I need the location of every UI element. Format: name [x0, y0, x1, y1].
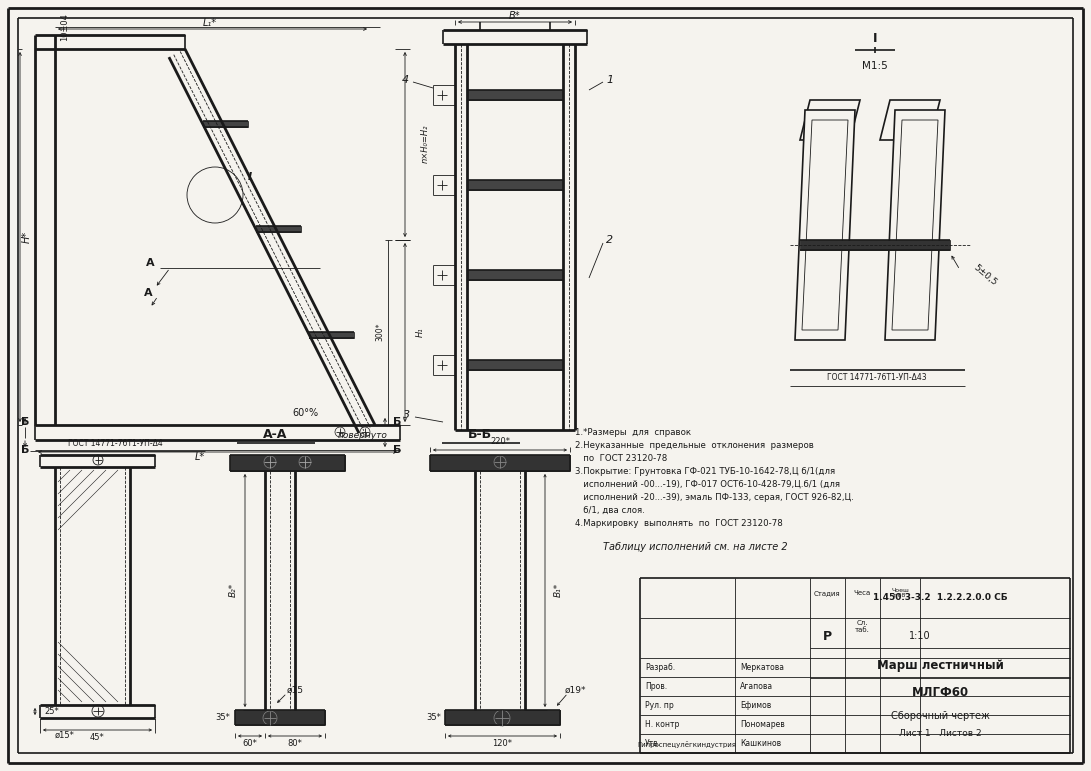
Polygon shape: [467, 180, 563, 190]
Polygon shape: [256, 227, 301, 233]
Text: 3: 3: [404, 410, 410, 420]
Text: I: I: [248, 172, 252, 182]
Text: Чоеш
т.08: Чоеш т.08: [891, 588, 909, 598]
Polygon shape: [230, 455, 345, 471]
Text: Н. контр: Н. контр: [645, 720, 680, 729]
Polygon shape: [430, 455, 570, 471]
Polygon shape: [467, 90, 563, 100]
Text: A: A: [144, 288, 153, 298]
Text: М1:5: М1:5: [862, 61, 888, 71]
Text: исполнений -00...-19), ГФ-017 ОСТ6-10-428-79,Ц.б/1 (для: исполнений -00...-19), ГФ-017 ОСТ6-10-42…: [575, 480, 840, 489]
Text: Б: Б: [393, 445, 401, 455]
Polygon shape: [467, 360, 563, 370]
Text: 120*: 120*: [492, 739, 512, 749]
Text: L₁*: L₁*: [203, 18, 217, 28]
Text: 5±0,5: 5±0,5: [972, 263, 998, 288]
Text: H*: H*: [22, 231, 32, 243]
Polygon shape: [800, 100, 860, 140]
Text: Лист 1   Листов 2: Лист 1 Листов 2: [899, 729, 981, 738]
Text: исполнений -20...-39), эмаль ПФ-133, серая, ГОСТ 926-82,Ц.: исполнений -20...-39), эмаль ПФ-133, сер…: [575, 493, 854, 502]
Text: 60*: 60*: [242, 739, 257, 749]
Text: Пономарев: Пономарев: [740, 720, 784, 729]
Text: Таблицу исполнений см. на листе 2: Таблицу исполнений см. на листе 2: [602, 542, 788, 552]
Text: 1: 1: [607, 75, 613, 85]
Polygon shape: [445, 710, 560, 725]
Text: Сборочный чертеж: Сборочный чертеж: [890, 711, 990, 721]
Text: Марш лестничный: Марш лестничный: [876, 659, 1004, 672]
Polygon shape: [203, 121, 248, 127]
Text: МЛГФ60: МЛГФ60: [911, 686, 969, 699]
Text: Б-Б: Б-Б: [468, 429, 492, 442]
Text: 25*: 25*: [44, 706, 59, 715]
Text: 300*: 300*: [375, 323, 384, 342]
Text: Сл.: Сл.: [856, 620, 867, 626]
Text: 80*: 80*: [288, 739, 302, 749]
Polygon shape: [795, 110, 855, 340]
Text: A: A: [146, 258, 154, 268]
Text: ГОСТ 14771-76Т1-УП-Δ43: ГОСТ 14771-76Т1-УП-Δ43: [827, 373, 927, 382]
Text: ø15*: ø15*: [55, 730, 75, 739]
Text: Меркатова: Меркатова: [740, 663, 784, 672]
Text: ГОСТ 14771-76Т1-УП-Δ4: ГОСТ 14771-76Т1-УП-Δ4: [68, 439, 163, 447]
Text: A-A: A-A: [263, 429, 287, 442]
Text: Б: Б: [21, 417, 29, 427]
Text: 60°%: 60°%: [292, 408, 319, 418]
Polygon shape: [885, 110, 945, 340]
Text: n×H₀=H₂: n×H₀=H₂: [420, 125, 430, 163]
Text: B*: B*: [509, 11, 520, 21]
Text: Б: Б: [393, 417, 401, 427]
Text: B₁*: B₁*: [553, 583, 563, 597]
Text: Кашкинов: Кашкинов: [740, 739, 781, 748]
Polygon shape: [235, 710, 325, 725]
Text: Ефимов: Ефимов: [740, 701, 771, 710]
Text: 10±04: 10±04: [60, 13, 70, 41]
Text: повернуто: повернуто: [338, 430, 388, 439]
Text: по  ГОСТ 23120-78: по ГОСТ 23120-78: [575, 454, 668, 463]
Polygon shape: [892, 120, 938, 330]
Polygon shape: [880, 100, 940, 140]
Text: таб.: таб.: [854, 627, 870, 633]
Text: L*: L*: [195, 452, 205, 462]
Polygon shape: [310, 332, 355, 338]
Text: Р: Р: [823, 629, 831, 642]
Text: 4.Маркировку  выполнять  по  ГОСТ 23120-78: 4.Маркировку выполнять по ГОСТ 23120-78: [575, 519, 782, 528]
Text: 35*: 35*: [216, 713, 230, 722]
Text: 1.450.3-3.2  1.2.2.2.0.0 СБ: 1.450.3-3.2 1.2.2.2.0.0 СБ: [873, 594, 1007, 602]
Text: Пров.: Пров.: [645, 682, 667, 691]
Text: Разраб.: Разраб.: [645, 663, 675, 672]
Text: 2.Неуказанные  предельные  отклонения  размеров: 2.Неуказанные предельные отклонения разм…: [575, 441, 814, 450]
Text: 45*: 45*: [89, 733, 105, 742]
Text: ø19*: ø19*: [564, 685, 586, 695]
Polygon shape: [467, 270, 563, 280]
Text: 35*: 35*: [427, 713, 442, 722]
Text: Утв.: Утв.: [645, 739, 661, 748]
Text: H₁: H₁: [416, 327, 424, 337]
Text: ø15: ø15: [287, 685, 303, 695]
Text: 3.Покрытие: Грунтовка ГФ-021 ТУБ-10-1642-78,Ц б/1(для: 3.Покрытие: Грунтовка ГФ-021 ТУБ-10-1642…: [575, 467, 835, 476]
Text: 4: 4: [401, 75, 408, 85]
Text: Б: Б: [21, 445, 29, 455]
Text: 1:10: 1:10: [909, 631, 931, 641]
Text: Агапова: Агапова: [740, 682, 774, 691]
Text: Рул. пр: Рул. пр: [645, 701, 674, 710]
Text: 2: 2: [607, 235, 613, 245]
Text: 1.*Размеры  для  справок: 1.*Размеры для справок: [575, 428, 691, 437]
Text: 220*: 220*: [490, 436, 509, 446]
Text: B₂*: B₂*: [228, 583, 238, 597]
Text: Стадия: Стадия: [814, 590, 840, 596]
Text: б/1, два слоя.: б/1, два слоя.: [575, 506, 645, 515]
Polygon shape: [800, 240, 950, 250]
Text: Чеса: Чеса: [853, 590, 871, 596]
Text: Гипроспецулёгкиндустрия: Гипроспецулёгкиндустрия: [637, 742, 736, 749]
Polygon shape: [802, 120, 848, 330]
Text: I: I: [873, 32, 877, 45]
